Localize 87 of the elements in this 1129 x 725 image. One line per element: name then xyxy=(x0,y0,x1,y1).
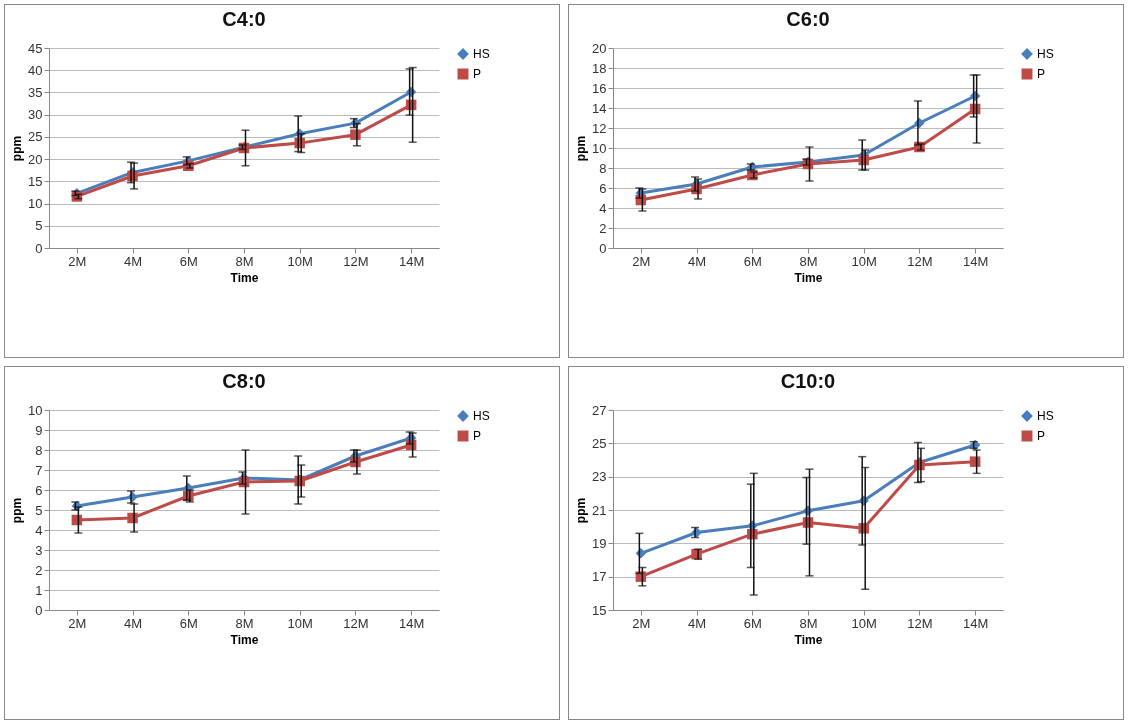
y-tick-label: 5 xyxy=(35,218,43,234)
y-tick-label: 4 xyxy=(599,200,607,216)
x-tick-label: 10M xyxy=(287,253,313,269)
x-tick-label: 8M xyxy=(799,253,818,269)
y-tick-label: 8 xyxy=(35,442,43,458)
x-tick-label: 4M xyxy=(124,253,143,269)
chart-title: C4:0 xyxy=(222,8,266,30)
legend-label: HS xyxy=(473,47,490,61)
legend-label: HS xyxy=(1037,409,1054,423)
y-tick-label: 19 xyxy=(592,535,607,551)
x-tick-label: 12M xyxy=(907,253,933,269)
y-tick-label: 14 xyxy=(592,100,607,116)
y-tick-label: 10 xyxy=(592,140,607,156)
y-tick-label: 15 xyxy=(28,173,43,189)
y-tick-label: 9 xyxy=(35,422,43,438)
y-tick-label: 18 xyxy=(592,60,607,76)
y-tick-label: 7 xyxy=(35,462,43,478)
legend-label: P xyxy=(473,429,482,443)
y-tick-label: 0 xyxy=(35,602,43,618)
y-tick-label: 21 xyxy=(592,502,607,518)
y-tick-label: 5 xyxy=(35,502,43,518)
y-tick-label: 15 xyxy=(592,602,607,618)
x-tick-label: 8M xyxy=(799,615,818,631)
x-tick-label: 14M xyxy=(962,253,989,269)
x-tick-label: 6M xyxy=(743,253,762,269)
y-tick-label: 20 xyxy=(28,151,43,167)
x-tick-label: 6M xyxy=(179,253,198,269)
x-tick-label: 4M xyxy=(688,253,707,269)
y-tick-label: 2 xyxy=(35,562,43,578)
x-axis-title: Time xyxy=(230,632,259,647)
y-tick-label: 25 xyxy=(28,129,43,145)
x-axis-title: Time xyxy=(230,270,259,285)
x-tick-label: 2M xyxy=(632,253,651,269)
chart-title: C10:0 xyxy=(780,370,836,392)
y-tick-label: 0 xyxy=(35,240,43,256)
x-tick-label: 14M xyxy=(962,615,989,631)
y-axis-title: ppm xyxy=(10,135,25,162)
legend-label: P xyxy=(1037,429,1046,443)
x-tick-label: 12M xyxy=(907,615,933,631)
y-tick-label: 35 xyxy=(28,84,43,100)
y-axis-title: ppm xyxy=(10,497,25,524)
x-axis-title: Time xyxy=(794,632,823,647)
x-tick-label: 10M xyxy=(851,615,877,631)
y-tick-label: 6 xyxy=(599,180,607,196)
x-tick-label: 10M xyxy=(287,615,313,631)
x-tick-label: 14M xyxy=(398,253,425,269)
x-tick-label: 4M xyxy=(124,615,143,631)
y-tick-label: 8 xyxy=(599,160,607,176)
y-tick-label: 12 xyxy=(592,120,607,136)
y-tick-label: 25 xyxy=(592,435,607,451)
y-tick-label: 30 xyxy=(28,107,43,123)
legend-label: P xyxy=(1037,67,1046,81)
legend-label: HS xyxy=(473,409,490,423)
x-tick-label: 12M xyxy=(343,253,369,269)
y-tick-label: 20 xyxy=(592,40,607,56)
y-tick-label: 10 xyxy=(28,402,43,418)
y-tick-label: 6 xyxy=(35,482,43,498)
y-axis-title: ppm xyxy=(574,497,589,524)
y-axis-title: ppm xyxy=(574,135,589,162)
x-tick-label: 2M xyxy=(68,615,87,631)
y-tick-label: 16 xyxy=(592,80,607,96)
y-tick-label: 45 xyxy=(28,40,43,56)
x-tick-label: 6M xyxy=(179,615,198,631)
y-tick-label: 27 xyxy=(592,402,607,418)
y-tick-label: 10 xyxy=(28,196,43,212)
x-tick-label: 8M xyxy=(235,253,254,269)
y-tick-label: 40 xyxy=(28,62,43,78)
y-tick-label: 4 xyxy=(35,522,43,538)
y-tick-label: 23 xyxy=(592,469,607,485)
y-tick-label: 3 xyxy=(35,542,43,558)
x-tick-label: 8M xyxy=(235,615,254,631)
y-tick-label: 2 xyxy=(599,220,607,236)
x-tick-label: 12M xyxy=(343,615,369,631)
x-tick-label: 14M xyxy=(398,615,425,631)
x-tick-label: 4M xyxy=(688,615,707,631)
chart-title: C6:0 xyxy=(786,8,830,30)
y-tick-label: 0 xyxy=(599,240,607,256)
x-tick-label: 2M xyxy=(68,253,87,269)
legend-label: HS xyxy=(1037,47,1054,61)
y-tick-label: 1 xyxy=(35,582,43,598)
chart-title: C8:0 xyxy=(222,370,266,392)
x-tick-label: 6M xyxy=(743,615,762,631)
x-axis-title: Time xyxy=(794,270,823,285)
legend-label: P xyxy=(473,67,482,81)
x-tick-label: 10M xyxy=(851,253,877,269)
y-tick-label: 17 xyxy=(592,569,607,585)
x-tick-label: 2M xyxy=(632,615,651,631)
